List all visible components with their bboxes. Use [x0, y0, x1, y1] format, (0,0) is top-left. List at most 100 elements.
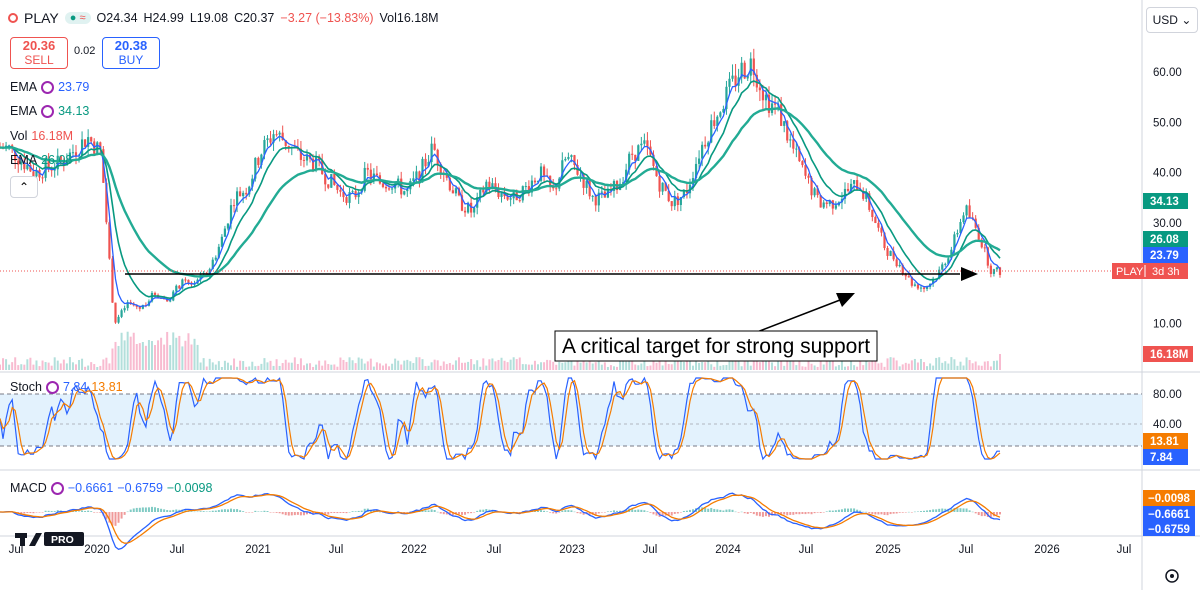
annotation-arrow[interactable] [756, 299, 841, 333]
volume-bar [649, 365, 652, 370]
candle-body [643, 140, 646, 144]
volume-bar [56, 360, 59, 370]
tag-ema-mid [1143, 231, 1188, 247]
candle-body [625, 169, 628, 183]
volume-bar [941, 362, 944, 370]
volume-bar [339, 357, 342, 370]
price-tick: 30.00 [1153, 218, 1182, 230]
candle-body [892, 250, 895, 260]
candle-body [311, 158, 315, 171]
macd-hist-bar [977, 512, 980, 516]
candle-body [184, 279, 187, 281]
candle-body [497, 189, 500, 197]
volume-bar [692, 365, 695, 370]
candle-body [284, 140, 287, 146]
volume-bar [354, 363, 357, 370]
macd-hist-bar [467, 512, 470, 514]
market-status-icon[interactable]: ● ≈ [64, 12, 91, 24]
candle-body [941, 264, 944, 270]
macd-hist-bar [515, 512, 518, 513]
volume-bar [454, 360, 457, 370]
macd-hist-bar [333, 512, 336, 513]
volume-bar [977, 365, 980, 370]
volume-bar [956, 365, 959, 370]
macd-hist-bar [631, 508, 634, 512]
candle-body [181, 279, 184, 289]
ema-lines [0, 67, 1001, 308]
candle-body [798, 148, 801, 162]
macd-hist-bar [108, 512, 111, 523]
legend-ema2[interactable]: EMA 34.13 [10, 104, 89, 118]
volume-bar [664, 358, 667, 370]
volume-bar [777, 359, 780, 370]
volume-bar [631, 358, 634, 370]
macd-hist-bar [141, 507, 144, 512]
annotation-box[interactable] [554, 330, 878, 362]
collapse-legend-button[interactable]: ⌃ [10, 176, 38, 198]
macd-hist-bar [518, 512, 521, 513]
currency-selector[interactable]: USD ⌄ [1146, 7, 1198, 33]
candle-body [646, 140, 649, 147]
candle-body [217, 246, 220, 258]
symbol-name[interactable]: PLAY [24, 10, 59, 26]
volume-bar [433, 359, 436, 370]
legend-vol[interactable]: Vol 16.18M [10, 129, 73, 143]
legend-stoch[interactable]: Stoch 7.84 13.81 [10, 380, 123, 394]
volume-bar [263, 358, 266, 370]
candle-body [901, 264, 904, 274]
volume-bar [543, 362, 546, 370]
candle-body [35, 170, 38, 177]
volume-bar [804, 366, 807, 370]
candle-body [871, 209, 874, 218]
volume-bar [831, 357, 834, 370]
candle-body [366, 167, 369, 170]
macd-hist-bar [169, 510, 172, 512]
candle-body [755, 74, 758, 88]
legend-macd[interactable]: MACD −0.6661 −0.6759 −0.0098 [10, 481, 212, 495]
candle-body [697, 158, 701, 164]
tag-macd-line-text: −0.6661 [1148, 509, 1190, 521]
settings-gear-icon[interactable] [1165, 569, 1179, 583]
macd-hist-bar [640, 509, 643, 512]
volume-bar [278, 365, 281, 370]
volume-bar [333, 364, 336, 370]
candle-body [491, 183, 494, 189]
legend-ema3[interactable]: EMA 26.08 [10, 153, 72, 167]
macd-hist-bar [731, 509, 734, 512]
volume-bar [47, 362, 50, 370]
refresh-icon [41, 104, 55, 118]
annotation-arrow-head [836, 293, 855, 307]
buy-button[interactable]: 20.38 BUY [102, 37, 160, 69]
volume-bar [995, 360, 998, 370]
macd-hist-bar [676, 512, 679, 514]
macd-hist-bar [239, 510, 242, 512]
volume-bar [442, 361, 445, 370]
candle-body [29, 164, 32, 172]
candle-body [807, 175, 810, 178]
settings-gear-center [1170, 574, 1174, 578]
candle-body [637, 145, 640, 161]
time-axis[interactable]: Jul 2020 Jul 2021 Jul 2022 Jul 2023 Jul 2024 Jul 20… [9, 544, 1132, 556]
volume-bar [895, 360, 898, 370]
macd-hist-bar [339, 512, 342, 513]
volume-bar [567, 360, 570, 370]
legend-ema1[interactable]: EMA 23.79 [10, 80, 89, 94]
macd-hist-bar [798, 512, 801, 515]
sell-button[interactable]: 20.36 SELL [10, 37, 68, 69]
macd-hist-bar [41, 512, 44, 513]
candle-body [734, 75, 737, 86]
volume-bar [20, 364, 23, 370]
volume-bar [704, 362, 707, 370]
volume-bar [138, 343, 141, 370]
volume-bar [564, 362, 567, 370]
candle-body [822, 202, 825, 208]
candle-body [631, 153, 634, 155]
macd-hist-bar [989, 512, 992, 518]
candle-body [673, 196, 676, 207]
stoch-axis[interactable]: 80.00 40.00 [1153, 389, 1182, 431]
candle-body [944, 263, 947, 265]
volume-bar [512, 357, 515, 370]
macd-hist-bar [205, 511, 208, 513]
ema1-label: EMA [10, 80, 38, 94]
